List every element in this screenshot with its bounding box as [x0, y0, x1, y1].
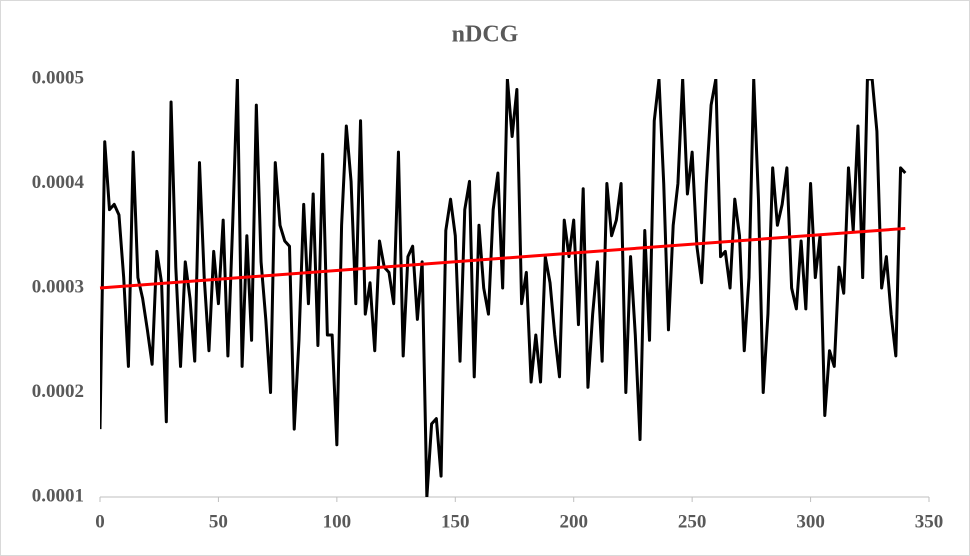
y-tick-label: 0.0003	[32, 276, 84, 297]
x-tick-label: 50	[209, 511, 228, 532]
chart-title: nDCG	[452, 22, 519, 48]
data-line	[100, 79, 907, 497]
x-tick-label: 200	[559, 511, 588, 532]
x-tick-label: 0	[95, 511, 105, 532]
x-tick-label: 100	[323, 511, 352, 532]
y-tick-label: 0.0001	[32, 485, 84, 506]
x-tick-label: 300	[796, 511, 825, 532]
y-tick-label: 0.0004	[32, 172, 85, 193]
y-tick-label: 0.0002	[32, 381, 84, 402]
y-tick-label: 0.0005	[32, 67, 84, 88]
x-tick-label: 250	[678, 511, 707, 532]
x-tick-label: 150	[441, 511, 470, 532]
trend-line	[99, 226, 906, 290]
x-tick-label: 350	[915, 511, 944, 532]
